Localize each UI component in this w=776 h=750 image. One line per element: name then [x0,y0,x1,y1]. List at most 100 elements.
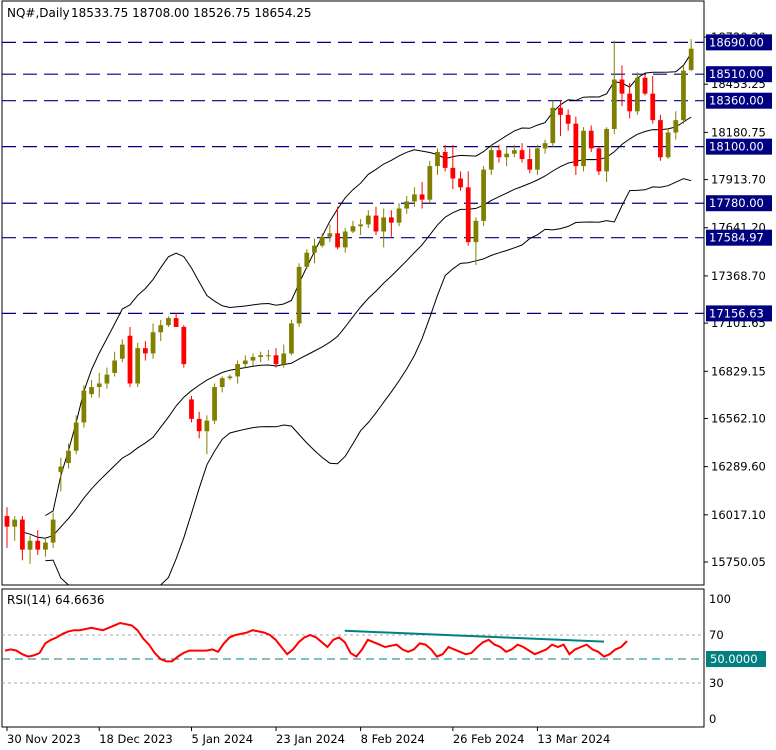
rsi-line [4,621,628,663]
price-tick-label: 16289.60 [711,460,766,474]
candle-body [127,335,133,384]
candle-body [427,166,433,200]
candle-body [419,194,425,200]
ohlc-readout: 18533.75 18708.00 18526.75 18654.25 [71,6,311,20]
candle-body [142,348,148,354]
candle-body [596,148,602,172]
candle-body [12,519,18,527]
candle-body [627,93,633,112]
candle-body [404,201,410,209]
candle-body [673,120,679,133]
time-axis: 30 Nov 2023 18 Dec 2023 5 Jan 2024 23 Jan 2… [6,727,610,746]
candle-body [335,233,340,248]
candle-body [58,466,64,472]
bollinger-lower-band [45,178,692,586]
price-panel-border [1,0,705,586]
time-tick-label: 18 Dec 2023 [99,732,172,746]
candle-body [573,123,579,167]
candle-body [373,215,379,232]
level-price-label: 18100.00 [709,140,764,154]
level-price-label: 17584.97 [709,231,764,245]
candle-body [611,79,617,129]
time-tick-label: 26 Feb 2024 [453,732,525,746]
candle-body [135,348,141,384]
candle-body [658,120,663,158]
candle-body [242,360,248,365]
candle-body [634,77,640,112]
candle-body [104,374,110,384]
price-tick-label: 16829.15 [711,364,766,378]
level-price-label: 17156.63 [709,306,764,320]
candle-body [358,224,363,227]
candle-body [89,387,94,395]
rsi-level-label: 50.0000 [710,652,758,666]
candle-body [350,226,356,232]
candle-body [450,167,456,179]
candle-body [166,318,171,326]
symbol-title: NQ#,Daily [7,6,70,20]
candle-body [235,364,240,377]
candle-body [588,130,594,149]
candle-body [35,540,41,550]
candle-body [365,215,371,225]
candle-body [265,355,271,357]
candle-body [73,422,79,451]
price-tick-label: 15750.05 [711,555,766,569]
candle-body [519,150,525,160]
price-tick-label: 16562.10 [711,411,766,425]
candle-body [542,143,548,149]
bollinger-upper-band [45,53,692,516]
candle-body [289,323,294,354]
candle-body [550,107,556,144]
candle-body [196,418,202,432]
candle-body [158,325,164,333]
candle-body [81,390,87,423]
candle-body [665,132,671,158]
candle-body [619,79,625,94]
rsi-panel-border [1,588,705,728]
candle-body [435,151,440,167]
candle-body [565,114,571,124]
rsi-trend-line [344,629,605,643]
rsi-tick-label: 70 [709,628,724,642]
candle-body [511,150,517,154]
time-tick-label: 30 Nov 2023 [7,732,81,746]
time-tick-label: 8 Feb 2024 [361,732,425,746]
level-price-tag [706,138,772,155]
candle-body [4,516,10,527]
candle-body [488,150,494,170]
level-price-label: 17780.00 [709,196,764,210]
candle-body [442,151,448,168]
candle-body [181,326,187,365]
candle-body [119,344,125,359]
candle-body [258,355,264,357]
rsi-panel[interactable]: 030507010050.0000 [1,588,766,728]
level-price-tag [706,92,772,109]
bollinger-middle-band [22,116,692,539]
candle-body [50,519,56,543]
level-price-tag [706,305,772,322]
candle-body [96,383,102,388]
candle-body [304,252,310,267]
candle-body [604,128,609,172]
level-price-tag [706,195,772,212]
price-tick-label: 18180.75 [711,125,766,139]
price-panel[interactable]: 15750.05 16017.10 16289.60 16562.10 16829.15… [1,0,772,586]
candle-body [458,178,463,188]
candle-body [465,187,471,243]
level-price-tag [706,229,772,246]
candle-body [388,217,394,223]
candle-body [66,450,71,464]
level-price-label: 18360.00 [709,94,764,108]
price-tick-label: 16017.10 [711,508,766,522]
candle-body [527,159,533,170]
candle-body [496,150,502,158]
candle-body [381,217,387,232]
price-tick-label: 17913.70 [711,173,766,187]
candle-body [327,233,333,237]
candle-body [212,387,217,421]
candle-body [312,245,317,253]
candle-body [342,231,348,248]
candle-body [535,148,540,170]
